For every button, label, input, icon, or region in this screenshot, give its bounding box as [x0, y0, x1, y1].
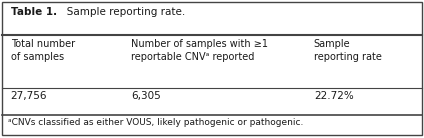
Text: Total number
of samples: Total number of samples	[11, 39, 75, 62]
Text: Sample
reporting rate: Sample reporting rate	[314, 39, 382, 62]
Text: Number of samples with ≥1
reportable CNVᵃ reported: Number of samples with ≥1 reportable CNV…	[131, 39, 268, 62]
Text: Table 1.: Table 1.	[11, 7, 57, 17]
Text: 6,305: 6,305	[131, 91, 161, 101]
Text: ᵃCNVs classified as either VOUS, likely pathogenic or pathogenic.: ᵃCNVs classified as either VOUS, likely …	[8, 118, 303, 127]
Text: 27,756: 27,756	[11, 91, 47, 101]
Text: 22.72%: 22.72%	[314, 91, 354, 101]
Text: Sample reporting rate.: Sample reporting rate.	[57, 7, 185, 17]
